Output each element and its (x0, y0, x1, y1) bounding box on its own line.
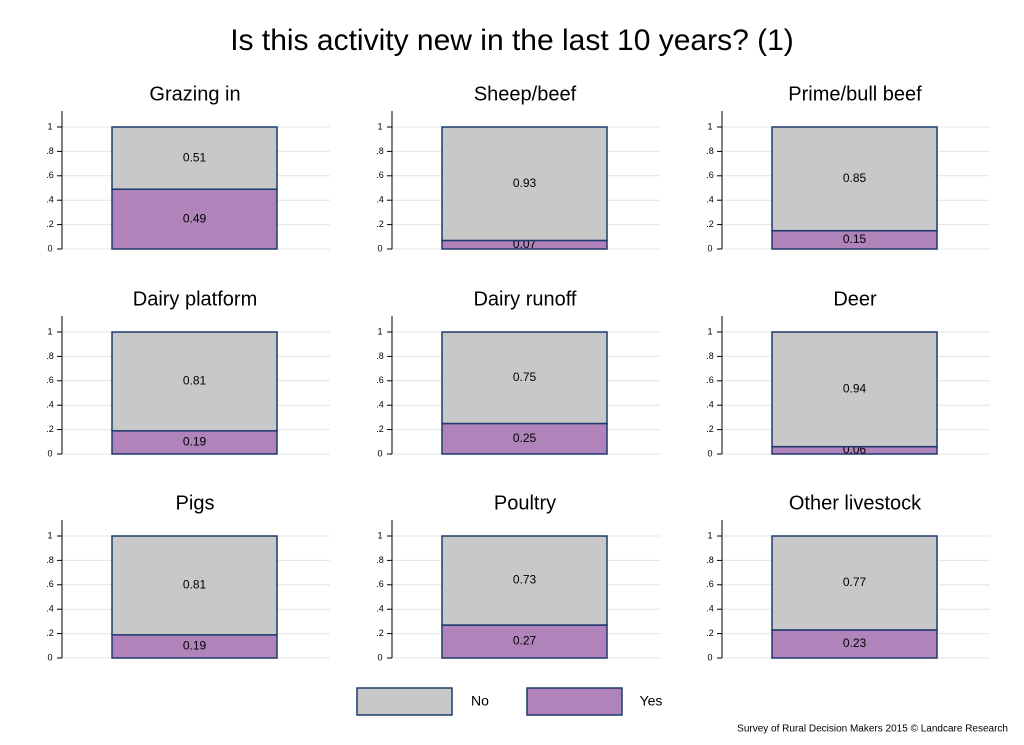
y-tick-label: .4 (376, 400, 384, 410)
y-tick-label: 1 (377, 326, 382, 336)
y-tick-label: .8 (376, 555, 384, 565)
value-label: 0.25 (513, 431, 537, 445)
y-tick-label: .4 (706, 604, 714, 614)
y-tick-label: .6 (706, 579, 714, 589)
y-tick-label: .2 (376, 628, 384, 638)
bar-segment (441, 624, 608, 659)
y-tick-label: .2 (46, 628, 54, 638)
y-tick-label: .8 (706, 146, 714, 156)
y-tick-label: .8 (376, 351, 384, 361)
y-tick-label: 0 (47, 652, 52, 662)
y-tick-label: .6 (706, 170, 714, 180)
y-tick-label: .2 (376, 424, 384, 434)
chart-title: Is this activity new in the last 10 year… (230, 24, 794, 57)
value-label: 0.15 (843, 232, 867, 246)
y-tick-label: .2 (706, 424, 714, 434)
y-tick-label: 0 (47, 448, 52, 458)
value-label: 0.94 (843, 382, 867, 396)
legend-swatch (356, 687, 453, 716)
panel-title: Sheep/beef (474, 83, 577, 105)
y-tick-label: .8 (706, 555, 714, 565)
bar-segment (111, 126, 278, 190)
y-tick-label: .6 (376, 170, 384, 180)
value-label: 0.49 (183, 211, 207, 225)
y-tick-label: .6 (706, 375, 714, 385)
y-tick-label: 1 (707, 326, 712, 336)
y-tick-label: .4 (706, 195, 714, 205)
y-tick-label: 1 (707, 530, 712, 540)
y-tick-label: .8 (46, 146, 54, 156)
value-label: 0.19 (183, 639, 207, 653)
bar-segment (771, 535, 938, 631)
panel-title: Poultry (494, 492, 556, 514)
bar-segment (441, 422, 608, 455)
y-tick-label: .4 (376, 195, 384, 205)
y-tick-label: .2 (46, 424, 54, 434)
y-tick-label: 0 (377, 652, 382, 662)
legend-label: Yes (640, 693, 663, 709)
value-label: 0.75 (513, 370, 537, 384)
y-tick-label: 0 (707, 652, 712, 662)
y-tick-label: .8 (46, 555, 54, 565)
y-tick-label: .8 (706, 351, 714, 361)
value-label: 0.51 (183, 150, 207, 164)
y-tick-label: 1 (47, 121, 52, 131)
y-tick-label: .6 (46, 375, 54, 385)
y-tick-label: .4 (46, 604, 54, 614)
y-tick-label: .2 (706, 219, 714, 229)
bar-segment (441, 331, 608, 425)
value-label: 0.27 (513, 634, 537, 648)
panel-title: Grazing in (149, 83, 240, 105)
panel-title: Other livestock (789, 492, 922, 514)
y-tick-label: 1 (707, 121, 712, 131)
bar-segment (111, 331, 278, 432)
bar-segment (771, 126, 938, 232)
y-tick-label: .6 (46, 579, 54, 589)
bar-segment (111, 535, 278, 636)
value-label: 0.77 (843, 575, 867, 589)
y-tick-label: 0 (47, 243, 52, 253)
value-label: 0.93 (513, 176, 537, 190)
panel-title: Dairy runoff (473, 288, 576, 310)
legend-swatch (526, 687, 623, 716)
y-tick-label: 0 (377, 243, 382, 253)
bar-segment (111, 188, 278, 250)
y-tick-label: .4 (46, 195, 54, 205)
y-tick-label: .2 (706, 628, 714, 638)
y-tick-label: .2 (46, 219, 54, 229)
bar-segment (441, 126, 608, 242)
bar-segment (771, 331, 938, 448)
panel-title: Pigs (176, 492, 215, 514)
y-tick-label: 0 (707, 243, 712, 253)
legend-label: No (471, 693, 489, 709)
y-tick-label: .4 (706, 400, 714, 410)
panel-title: Deer (833, 288, 877, 310)
y-tick-label: 1 (47, 326, 52, 336)
y-tick-label: .8 (46, 351, 54, 361)
value-label: 0.81 (183, 578, 207, 592)
y-tick-label: .2 (376, 219, 384, 229)
value-label: 0.73 (513, 573, 537, 587)
y-tick-label: 1 (377, 530, 382, 540)
value-label: 0.23 (843, 636, 867, 650)
y-tick-label: .8 (376, 146, 384, 156)
bar-segment (441, 535, 608, 626)
value-label: 0.19 (183, 435, 207, 449)
y-tick-label: 1 (377, 121, 382, 131)
value-label: 0.85 (843, 171, 867, 185)
y-tick-label: .6 (376, 375, 384, 385)
y-tick-label: 0 (707, 448, 712, 458)
y-tick-label: 1 (47, 530, 52, 540)
source-note: Survey of Rural Decision Makers 2015 © L… (737, 724, 1008, 735)
y-tick-label: .4 (46, 400, 54, 410)
panel-title: Prime/bull beef (788, 83, 922, 105)
panel-title: Dairy platform (133, 288, 257, 310)
y-tick-label: 0 (377, 448, 382, 458)
y-tick-label: .6 (376, 579, 384, 589)
y-tick-label: .6 (46, 170, 54, 180)
y-tick-label: .4 (376, 604, 384, 614)
value-label: 0.81 (183, 374, 207, 388)
